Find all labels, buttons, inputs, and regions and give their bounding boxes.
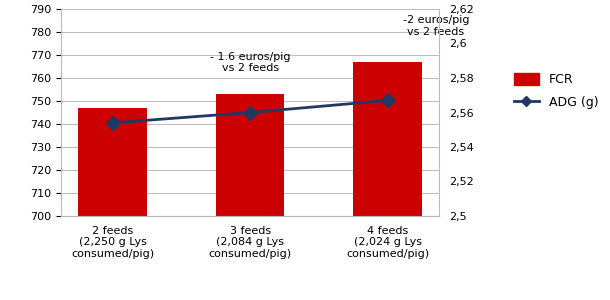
Text: -2 euros/pig
vs 2 feeds: -2 euros/pig vs 2 feeds <box>403 15 469 37</box>
Legend: FCR, ADG (g): FCR, ADG (g) <box>514 73 598 109</box>
Bar <box>353 62 422 300</box>
Text: - 1.6 euros/pig
vs 2 feeds: - 1.6 euros/pig vs 2 feeds <box>210 52 290 74</box>
Bar <box>216 94 284 300</box>
Bar <box>78 108 147 300</box>
